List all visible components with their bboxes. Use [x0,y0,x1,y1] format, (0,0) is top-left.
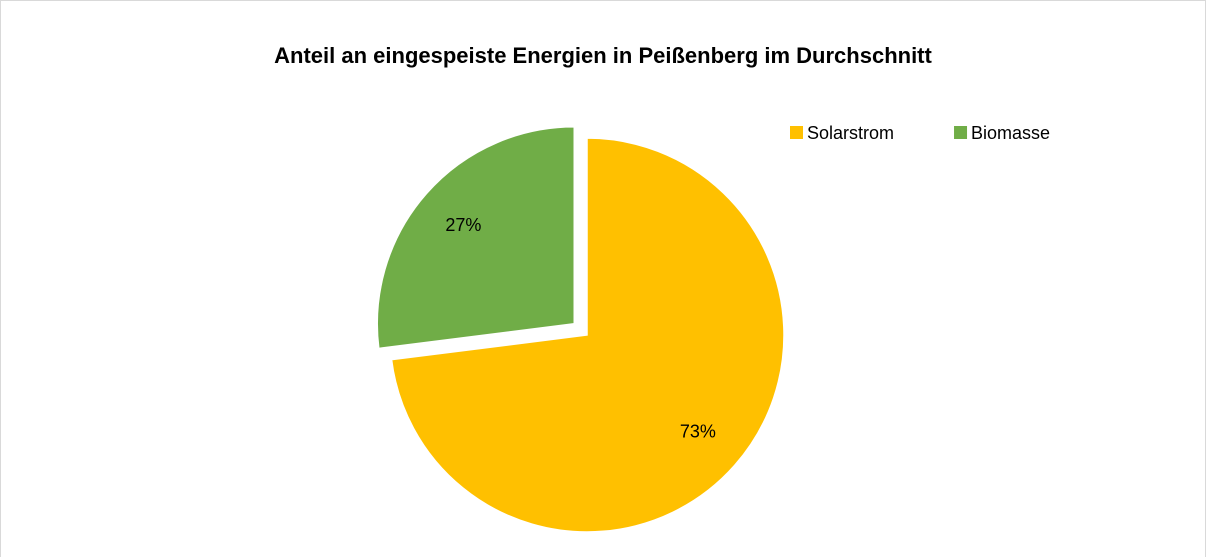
pie-slice [390,137,785,533]
legend-swatch [954,126,968,139]
chart-title: Anteil an eingespeiste Energien in Peiße… [274,43,932,68]
legend-label: Biomasse [971,123,1050,143]
data-label: 27% [445,215,481,235]
legend-label: Solarstrom [807,123,894,143]
legend-swatch [790,126,803,139]
pie-slice [376,126,575,350]
data-label: 73% [680,421,716,441]
